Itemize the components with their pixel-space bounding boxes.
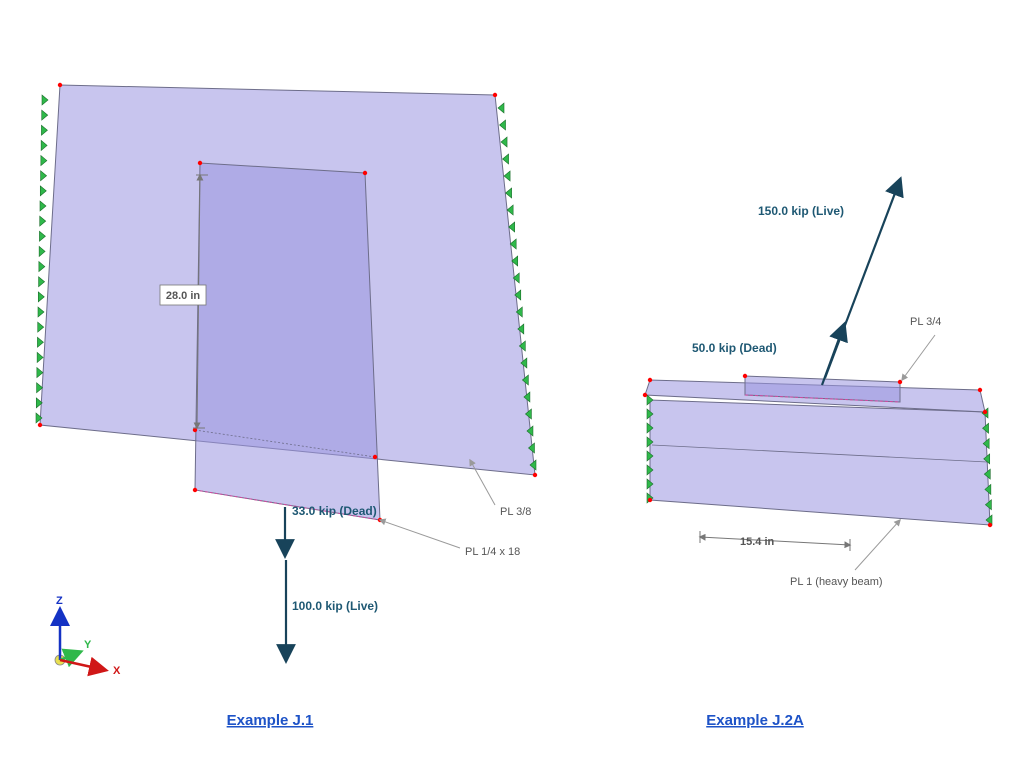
right-dim-width-line [700, 537, 850, 545]
node-marker [373, 455, 377, 459]
node-marker [898, 380, 902, 384]
right-dim-width-text: 15.4 in [740, 536, 775, 548]
support-restraint [507, 205, 513, 215]
right-live-load-label: 150.0 kip (Live) [758, 204, 844, 218]
support-restraint [38, 322, 44, 332]
support-restraint [40, 216, 46, 226]
right-dead-load-label: 50.0 kip (Dead) [692, 341, 777, 355]
support-restraint [41, 125, 47, 135]
triad-label-x: X [113, 665, 121, 677]
support-restraint [506, 188, 512, 198]
support-restraint [37, 368, 43, 378]
diagram-canvas: 28.0 in PL 3/8 PL 1/4 x 18 33.0 kip (Dead) 1… [0, 0, 1024, 768]
support-restraint [42, 95, 48, 105]
support-restraint [39, 262, 45, 272]
support-restraint [37, 352, 43, 362]
triad-axis-x [60, 660, 105, 670]
support-restraint [41, 171, 47, 181]
support-restraint [39, 277, 45, 287]
right-beam-web [650, 400, 990, 525]
node-marker [198, 161, 202, 165]
support-restraint [503, 154, 509, 164]
right-top-plate-label-text: PL 3/4 [910, 316, 941, 328]
triad-label-z: Z [56, 595, 63, 607]
right-top-plate-label-leader [902, 335, 935, 380]
node-marker [648, 378, 652, 382]
support-restraint [41, 156, 47, 166]
left-front-plate-label-leader [380, 520, 460, 548]
node-marker [983, 410, 987, 414]
node-marker [38, 423, 42, 427]
node-marker [988, 523, 992, 527]
caption-right[interactable]: Example J.2A [706, 712, 804, 729]
support-restraint [39, 246, 45, 256]
node-marker [533, 473, 537, 477]
support-restraint [40, 201, 46, 211]
caption-left[interactable]: Example J.1 [227, 712, 314, 729]
node-marker [363, 171, 367, 175]
node-marker [58, 83, 62, 87]
left-front-plate-label-text: PL 1/4 x 18 [465, 546, 520, 558]
left-back-plate-label-text: PL 3/8 [500, 506, 531, 518]
node-marker [743, 374, 747, 378]
support-restraint [498, 103, 504, 113]
support-restraint [500, 120, 506, 130]
node-marker [643, 393, 647, 397]
triad-label-y: Y [84, 639, 92, 651]
support-restraint [42, 110, 48, 120]
support-restraint [41, 140, 47, 150]
right-beam-label-text: PL 1 (heavy beam) [790, 576, 883, 588]
node-marker [648, 498, 652, 502]
left-live-load-label: 100.0 kip (Live) [292, 599, 378, 613]
support-restraint [504, 171, 510, 181]
left-dim-height-text: 28.0 in [166, 290, 201, 302]
support-restraint [40, 186, 46, 196]
node-marker [978, 388, 982, 392]
left-dead-load-label: 33.0 kip (Dead) [292, 504, 377, 518]
right-beam-label-leader [855, 520, 900, 570]
support-restraint [39, 231, 45, 241]
support-restraint [501, 137, 507, 147]
node-marker [193, 488, 197, 492]
left-front-plate [195, 163, 380, 520]
support-restraint [37, 337, 43, 347]
node-marker [493, 93, 497, 97]
support-restraint [38, 292, 44, 302]
support-restraint [38, 307, 44, 317]
